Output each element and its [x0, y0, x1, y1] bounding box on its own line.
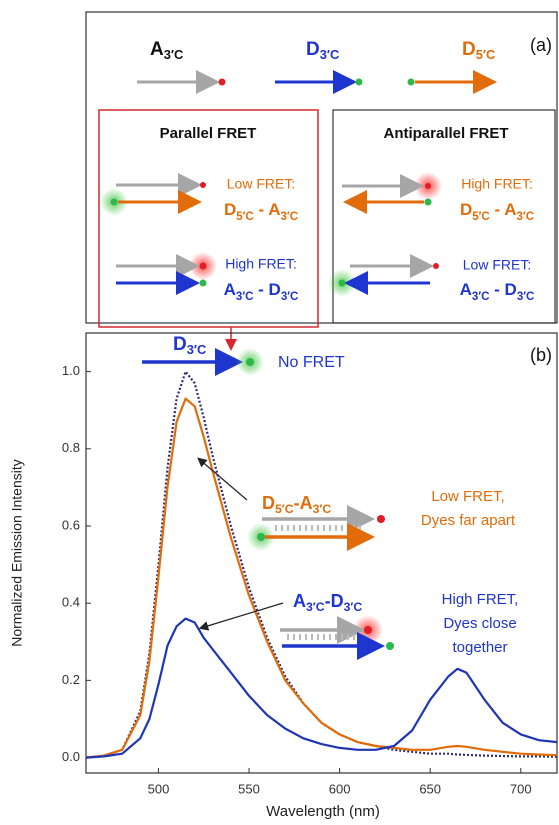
box-title: Parallel FRET — [160, 125, 257, 142]
subscript: 3′C — [313, 502, 332, 516]
fret-state: Low FRET: — [227, 176, 295, 192]
series-line — [85, 370, 558, 759]
label-part: -D — [325, 591, 344, 611]
box-title: Antiparallel FRET — [383, 125, 508, 142]
strand-label: A3′C — [150, 39, 183, 62]
parallel-box — [98, 109, 319, 328]
y-tick-label: 0.4 — [62, 595, 80, 610]
label-part: - D — [489, 280, 516, 299]
x-axis-label: Wavelength (nm) — [266, 803, 380, 820]
note: together — [452, 639, 507, 656]
series-line — [85, 617, 558, 759]
subscript: 3′C — [517, 211, 535, 223]
label-part: A — [460, 280, 472, 299]
x-tick-label: 700 — [510, 781, 532, 796]
subscript: 3′C — [281, 211, 299, 223]
strand-label: D5′C-A3′C — [262, 493, 331, 516]
y-tick-label: 0.6 — [62, 517, 80, 532]
y-tick-label: 0.2 — [62, 672, 80, 687]
series-line — [85, 397, 558, 759]
y-tick-label: 1.0 — [62, 363, 80, 378]
antiparallel-box — [332, 109, 556, 324]
label-part: A — [293, 591, 306, 611]
subscript: 3′C — [472, 291, 490, 303]
label-part: - D — [253, 280, 280, 299]
subscript: 5′C — [472, 211, 490, 223]
x-tick-label: 500 — [148, 781, 170, 796]
label-part: D — [262, 493, 275, 513]
label-part: - A — [490, 200, 517, 219]
fret-state: High FRET: — [225, 256, 297, 272]
strand-label: A3′C-D3′C — [293, 591, 362, 614]
label-part: A — [224, 280, 236, 299]
strand-icons — [137, 70, 497, 94]
note: High FRET, — [442, 591, 519, 608]
note: Low FRET, — [431, 488, 504, 505]
pair-label: D5′C - A3′C — [460, 200, 535, 223]
note: No FRET — [278, 354, 345, 371]
label-part: D — [462, 39, 476, 60]
y-tick-label: 0.0 — [62, 749, 80, 764]
pair-label: A3′C - D3′C — [224, 280, 299, 303]
antiparallel-icons — [328, 172, 442, 297]
subscript: 3′C — [164, 47, 184, 62]
x-tick-label: 650 — [419, 781, 441, 796]
x-tick-label: 600 — [329, 781, 351, 796]
panel-a-frame — [85, 11, 558, 324]
subscript: 3′C — [344, 600, 363, 614]
strand-label: D3′C — [173, 334, 206, 357]
subscript: 3′C — [306, 600, 325, 614]
annotations: D3′C No FRET D5′C-A3′C Low FRET, Dyes fa… — [142, 334, 519, 660]
plot-frame — [85, 332, 558, 774]
label-part: - A — [254, 200, 281, 219]
strand-label: D5′C — [462, 39, 495, 62]
parallel-icons — [100, 173, 217, 295]
label-part: D — [224, 200, 236, 219]
pair-label: A3′C - D3′C — [460, 280, 535, 303]
note: Dyes far apart — [421, 512, 516, 529]
label-part: D — [173, 334, 187, 355]
note: Dyes close — [443, 615, 516, 632]
panel-label: (a) — [530, 35, 552, 55]
subscript: 3′C — [236, 291, 254, 303]
pair-label: D5′C - A3′C — [224, 200, 299, 223]
fret-state: High FRET: — [461, 176, 533, 192]
fret-state: Low FRET: — [463, 257, 531, 273]
strand-label: D3′C — [306, 39, 339, 62]
subscript: 3′C — [320, 47, 340, 62]
label-part: D — [460, 200, 472, 219]
y-axis-label: Normalized Emission Intensity — [9, 459, 25, 647]
panel-label: (b) — [530, 345, 552, 365]
x-tick-label: 550 — [238, 781, 260, 796]
label-part: A — [150, 39, 164, 60]
panel-b: (b) Wavelength (nm) Normalized Emission … — [9, 332, 558, 820]
subscript: 3′C — [281, 291, 299, 303]
subscript: 3′C — [187, 342, 207, 357]
label-part: -A — [294, 493, 313, 513]
subscript: 5′C — [236, 211, 254, 223]
y-tick-label: 0.8 — [62, 440, 80, 455]
panel-a: (a) A3′C D3′C D5′C Parallel FRET Low FRE… — [85, 11, 558, 351]
subscript: 5′C — [275, 502, 294, 516]
subscript: 3′C — [517, 291, 535, 303]
subscript: 5′C — [476, 47, 496, 62]
label-part: D — [306, 39, 320, 60]
